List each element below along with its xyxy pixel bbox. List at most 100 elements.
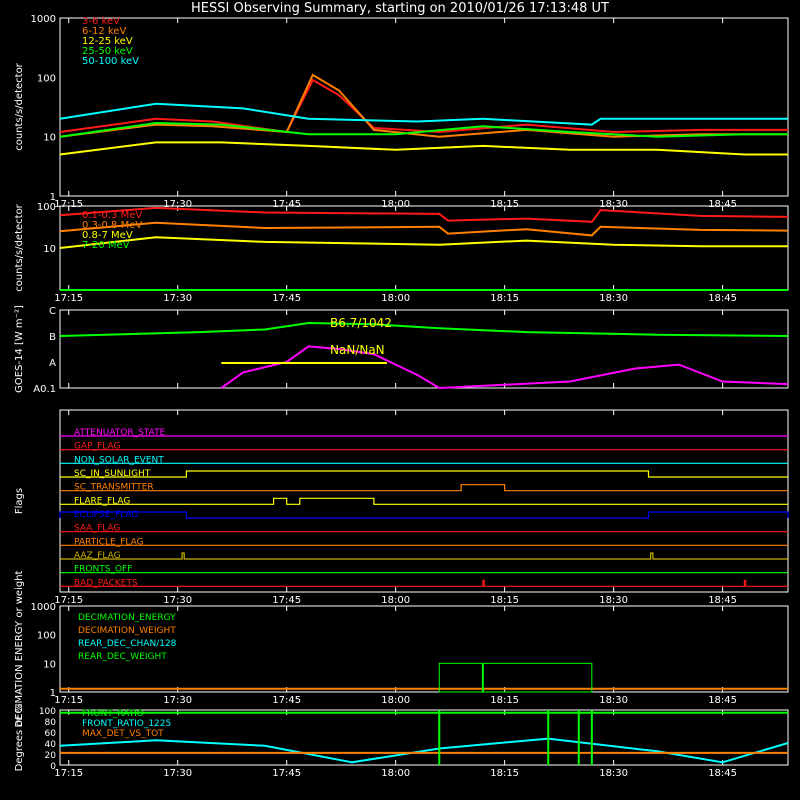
y-tick-label: 100	[37, 631, 56, 642]
y-tick-label: 0	[50, 762, 56, 772]
series-line-1	[59, 73, 788, 138]
flag-label: AAZ_FLAG	[74, 551, 121, 561]
x-tick-label: 17:15	[54, 595, 83, 606]
flag-label: NON_SOLAR_EVENT	[74, 455, 164, 465]
y-axis-label: DECIMATION ENERGY or weight	[14, 570, 25, 727]
y-axis-label: counts/s/detector	[14, 62, 25, 150]
x-tick-label: 17:30	[163, 199, 192, 210]
panel-frame	[59, 709, 789, 766]
flag-label: FLARE_FLAG	[74, 496, 130, 506]
x-tick-label: 17:15	[54, 199, 83, 210]
legend-entry: 0.3-0.8 MeV	[82, 220, 142, 231]
x-tick-label: 18:00	[381, 695, 410, 706]
y-tick-label: 100	[37, 202, 56, 213]
flag-line-6	[59, 511, 789, 519]
legend-entry: FRONT_RATIO_1225	[82, 719, 171, 729]
flag-label: SC_IN_SUNLIGHT	[74, 469, 151, 479]
x-tick-label: 18:45	[708, 768, 737, 779]
y-tick-label: 20	[45, 751, 57, 761]
flag-label: GAP_FLAG	[74, 442, 120, 452]
series-line-1	[59, 737, 789, 764]
y-tick-label: 1000	[31, 602, 56, 613]
legend-entry: 12-25 keV	[82, 36, 133, 47]
x-tick-label: 18:00	[381, 199, 410, 210]
y-tick-label: 10	[43, 659, 56, 670]
x-tick-label: 17:15	[54, 293, 83, 304]
x-tick-label: 17:45	[272, 768, 301, 779]
chart-title: HESSI Observing Summary, starting on 201…	[191, 1, 609, 16]
series-line-4	[59, 102, 788, 126]
x-tick-label: 18:15	[490, 293, 519, 304]
y-tick-label: 10	[43, 244, 56, 255]
y-tick-label: 100	[37, 73, 56, 84]
goes-peak-annotation: NaN/NaN	[330, 343, 385, 357]
y-axis-label: counts/s/detector	[14, 203, 25, 291]
flag-line-4	[60, 484, 788, 492]
y-tick-label: 1000	[31, 14, 56, 25]
series-line-0	[59, 206, 789, 223]
x-tick-label: 17:30	[163, 768, 192, 779]
series-line-1	[220, 345, 789, 390]
y-tick-label: 1	[50, 688, 56, 699]
legend-entry: 7-20 MeV	[82, 240, 130, 251]
y-tick-label: 1	[50, 192, 56, 203]
x-tick-label: 18:45	[708, 695, 737, 706]
panel-frame	[59, 309, 789, 389]
x-tick-label: 18:15	[490, 695, 519, 706]
flag-label: SC_TRANSMITTER	[74, 483, 154, 493]
legend-entry: 25-50 keV	[82, 46, 133, 57]
legend-entry: DECIMATION_ENERGY	[78, 613, 176, 623]
x-tick-label: 18:30	[599, 768, 628, 779]
legend-entry: 0.1-0.3 MeV	[82, 210, 142, 221]
y-tick-label: A0.1	[33, 384, 56, 395]
series-line-2	[59, 236, 788, 249]
y-tick-label: 100	[39, 707, 56, 717]
legend-entry: 50-100 keV	[82, 56, 139, 67]
y-tick-label: 10	[43, 133, 56, 144]
x-tick-label: 17:45	[272, 595, 301, 606]
x-tick-label: 18:15	[490, 199, 519, 210]
flag-label: BAD_PACKETS	[74, 578, 138, 588]
x-tick-label: 17:15	[54, 695, 83, 706]
legend-entry: 3-6 keV	[82, 16, 120, 27]
y-tick-label: C	[49, 306, 56, 317]
x-tick-label: 18:00	[381, 768, 410, 779]
y-axis-label: GOES-14 [W m⁻²]	[14, 305, 25, 393]
x-tick-label: 18:00	[381, 595, 410, 606]
x-tick-label: 18:45	[708, 595, 737, 606]
x-tick-label: 18:45	[708, 199, 737, 210]
legend-entry: REAR_DEC_CHAN/128	[78, 639, 177, 649]
flag-label: SAA_FLAG	[74, 524, 120, 534]
x-tick-label: 17:15	[54, 768, 83, 779]
x-tick-label: 18:00	[381, 293, 410, 304]
legend-entry: DECIMATION_WEIGHT	[78, 626, 176, 636]
series-line-0	[59, 321, 789, 337]
series-line-1	[59, 221, 789, 237]
y-axis-label: Flags	[14, 488, 25, 514]
x-tick-label: 17:30	[163, 595, 192, 606]
y-axis-label: Degrees or %	[14, 704, 25, 772]
x-tick-label: 17:30	[163, 293, 192, 304]
x-tick-label: 18:30	[599, 595, 628, 606]
panel-frame	[59, 205, 789, 291]
legend-entry: 0.8-7 MeV	[82, 230, 133, 241]
flag-line-5	[60, 497, 788, 505]
x-tick-label: 17:30	[163, 695, 192, 706]
legend-entry: MAX_DET_VS_TOT	[82, 729, 164, 739]
flag-label: ECLIPSE_FLAG	[74, 510, 138, 520]
x-tick-label: 18:30	[599, 199, 628, 210]
x-tick-label: 18:15	[490, 768, 519, 779]
goes-level-annotation: B6.7/1042	[330, 316, 392, 330]
legend-entry: 6-12 keV	[82, 26, 126, 37]
flag-label: ATTENUATOR_STATE	[74, 428, 166, 438]
x-tick-label: 17:45	[272, 293, 301, 304]
x-tick-label: 18:15	[490, 595, 519, 606]
legend-entry: REAR_DEC_WEIGHT	[78, 652, 167, 662]
flag-label: FRONTS_OFF	[74, 565, 132, 575]
x-tick-label: 18:45	[708, 293, 737, 304]
flag-label: PARTICLE_FLAG	[74, 537, 144, 547]
legend-entry: FRONT_RATIO	[82, 709, 144, 719]
panel-frame	[59, 17, 789, 197]
flag-line-9	[60, 552, 788, 560]
